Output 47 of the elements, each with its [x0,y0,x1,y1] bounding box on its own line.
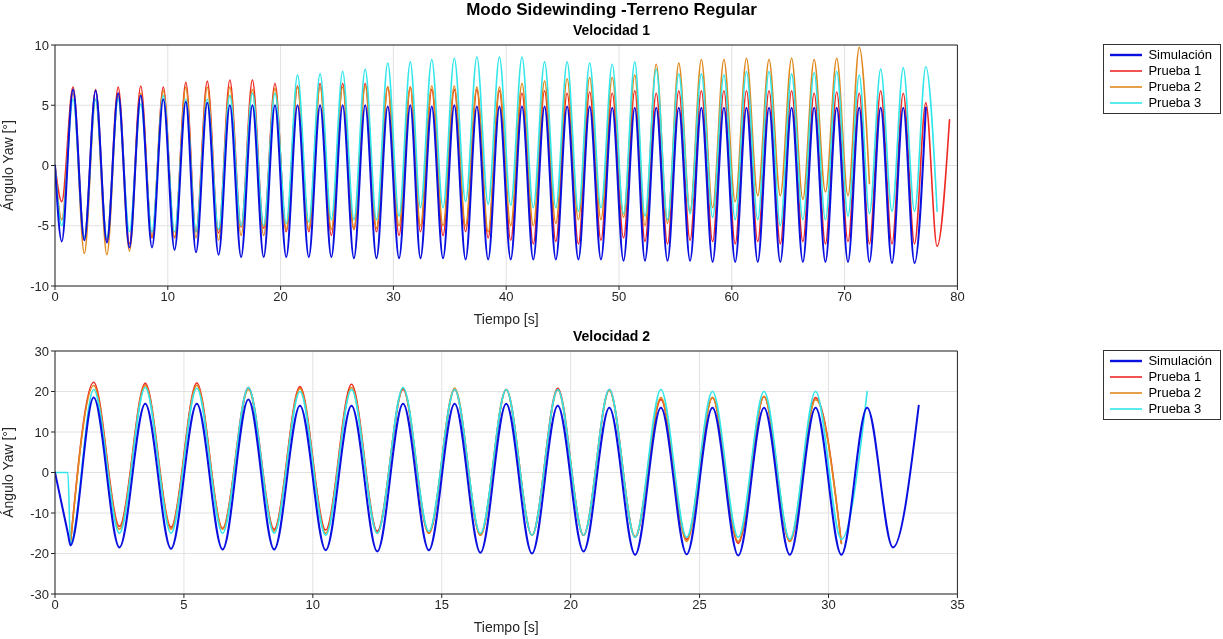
y-tick-label: -10 [30,505,49,521]
x-tick-label: 20 [563,597,578,613]
chart-subtitle: Velocidad 1 [572,22,651,38]
y-tick-label: 10 [34,424,49,440]
x-tick-label: 20 [273,289,288,305]
x-tick-label: 10 [160,289,176,305]
line-series [55,56,938,239]
y-tick-label: 20 [34,384,49,400]
legend-label: Simulación [1148,353,1212,369]
line-series [55,88,927,265]
x-tick-label: 25 [692,597,707,613]
chart-title: Velocidad 2 [572,328,651,344]
y-tick-label: 0 [41,158,49,174]
y-tick-label: 10 [34,37,49,53]
x-tick-label: 80 [950,289,965,305]
legend-label: Prueba 2 [1148,385,1202,401]
legend-label: Prueba 1 [1148,63,1202,79]
legend-label: Prueba 3 [1148,401,1202,417]
y-tick-label: -5 [37,218,49,234]
y-tick-label: -10 [30,278,49,294]
chart-title: Modo Sidewinding -Terreno Regular [465,0,758,21]
x-axis-title: Tiempo [s] [473,619,539,635]
x-tick-label: 50 [611,289,627,305]
y-axis-title: Ángulo Yaw [°] [0,427,16,518]
legend-label: Simulación [1148,47,1212,63]
legend-label: Prueba 3 [1148,95,1202,111]
x-axis-title: Tiempo [s] [473,311,539,327]
x-tick-label: 70 [837,289,852,305]
y-tick-label: -30 [30,586,49,602]
x-tick-label: 40 [498,289,514,305]
y-tick-label: 30 [34,343,49,359]
line-series [55,396,920,557]
x-tick-label: 35 [950,597,965,613]
x-tick-label: 30 [821,597,836,613]
x-tick-label: 10 [305,597,321,613]
y-tick-label: 5 [41,97,49,113]
x-tick-label: 0 [51,597,59,613]
legend-label: Prueba 2 [1148,79,1202,95]
legend-label: Prueba 1 [1148,369,1202,385]
y-tick-label: -20 [30,546,49,562]
x-tick-label: 5 [180,597,188,613]
x-tick-label: 30 [386,289,401,305]
y-tick-label: 0 [41,465,49,481]
y-axis-title: Ángulo Yaw [°] [0,120,16,211]
x-tick-label: 15 [434,597,449,613]
x-tick-label: 0 [51,289,59,305]
x-tick-label: 60 [724,289,740,305]
